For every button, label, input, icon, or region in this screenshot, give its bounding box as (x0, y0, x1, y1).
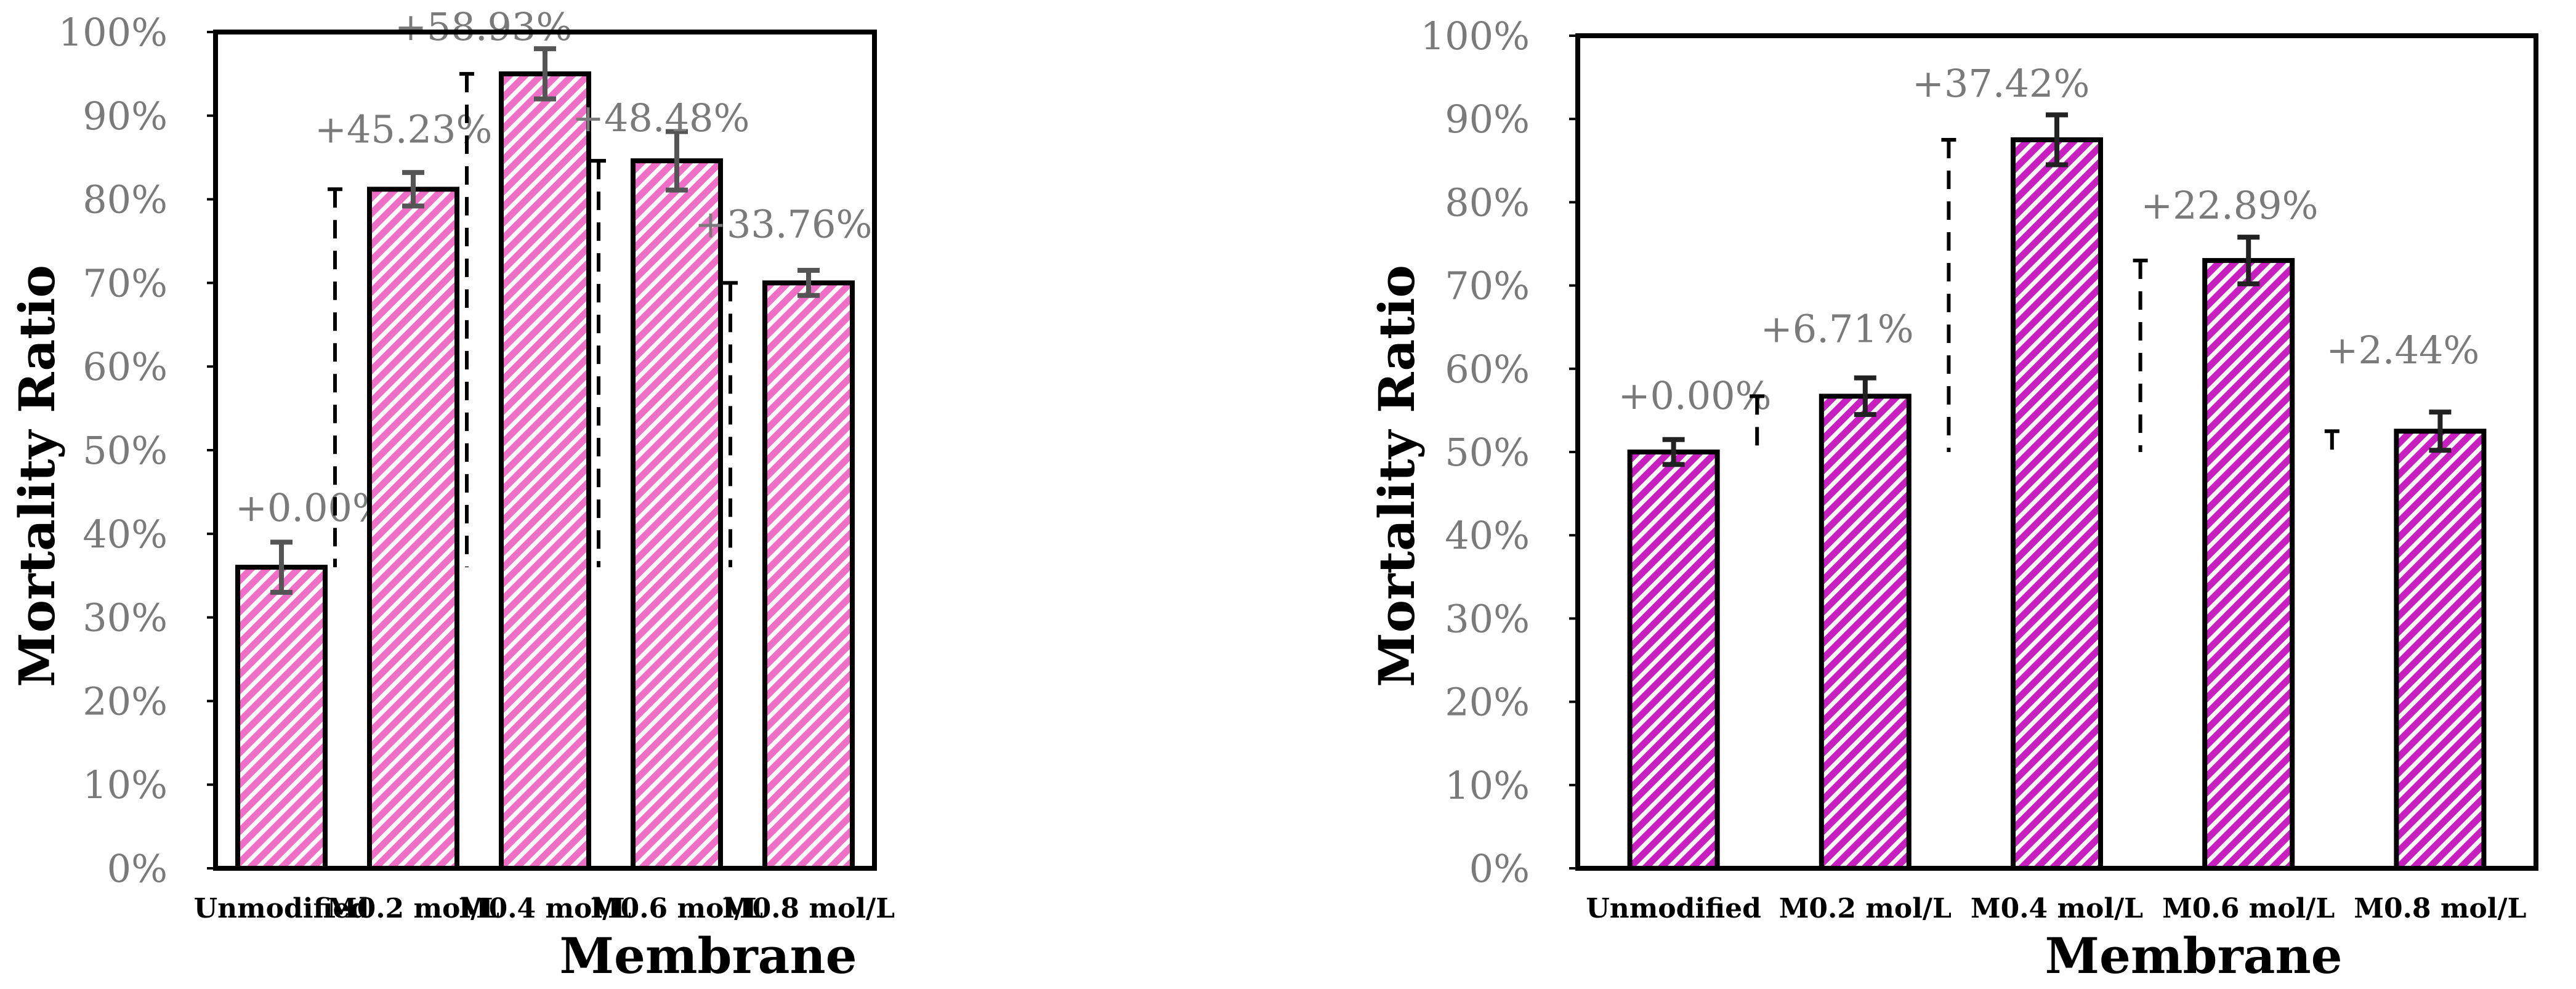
plot-frame (213, 30, 877, 871)
increase-annotation: +0.00% (235, 485, 389, 530)
increase-annotation: +37.42% (1912, 61, 2089, 106)
x-category-label: M0.6 mol/L (2162, 893, 2335, 924)
x-category-label: M0.8 mol/L (2354, 893, 2526, 924)
bar (2394, 429, 2487, 871)
bar (2011, 137, 2103, 871)
y-tick-label: 60% (1445, 347, 1530, 392)
x-category-label: M0.8 mol/L (722, 893, 895, 924)
x-category-label: Unmodified (1586, 893, 1761, 924)
x-axis-title: Membrane (2045, 927, 2342, 985)
x-category-label: Unmodified (194, 893, 369, 924)
increase-annotation: +58.93% (395, 4, 572, 49)
y-tick-label: 100% (59, 10, 168, 55)
y-tick-label: 20% (83, 679, 168, 724)
y-tick-label: 40% (83, 512, 168, 557)
y-tick-label: 90% (83, 94, 168, 139)
bar (631, 158, 723, 871)
y-tick-label: 50% (83, 428, 168, 473)
x-category-label: M0.2 mol/L (1779, 893, 1952, 924)
y-axis-title: Mortality Ratio (8, 265, 66, 687)
bar (1819, 394, 1912, 871)
y-tick-label: 100% (1421, 14, 1530, 59)
plot-frame (1575, 33, 2538, 871)
y-tick-label: 0% (1469, 846, 1530, 891)
x-category-label: M0.4 mol/L (459, 893, 631, 924)
y-tick-label: 20% (1445, 680, 1530, 725)
bar (499, 71, 591, 871)
right-chart-panel: 0% 10% 20% 30% 40% 50% 60% 70% 80% 90% 100% +0.00% U… (1368, 14, 2538, 985)
y-tick-label: 80% (1445, 180, 1530, 225)
increase-annotation: +2.44% (2326, 328, 2479, 373)
y-tick-label: 50% (1445, 430, 1530, 475)
y-tick-label: 90% (1445, 97, 1530, 142)
increase-annotation: +33.76% (695, 201, 872, 246)
bar (2202, 258, 2295, 871)
bar (235, 565, 328, 871)
y-tick-label: 70% (83, 260, 168, 305)
y-tick-label: 40% (1445, 513, 1530, 558)
y-tick-label: 80% (83, 177, 168, 222)
increase-annotation: +6.71% (1761, 306, 1914, 351)
increase-annotation: +48.48% (572, 95, 749, 140)
y-tick-label: 0% (107, 846, 168, 891)
bar (367, 187, 459, 871)
y-tick-label: 60% (83, 344, 168, 389)
bar (1627, 450, 1720, 871)
y-tick-label: 10% (83, 762, 168, 807)
x-axis-title: Membrane (559, 927, 857, 985)
x-category-label: M0.6 mol/L (591, 893, 763, 924)
increase-annotation: +0.00% (1618, 373, 1772, 418)
increase-annotation: +45.23% (315, 107, 492, 151)
x-category-label: M0.4 mol/L (1971, 893, 2143, 924)
x-category-label: M0.2 mol/L (327, 893, 499, 924)
bar (762, 280, 855, 871)
left-chart-panel: 0% 10% 20% 30% 40% 50% 60% 70% 80% 90% 100% +0.00% U… (8, 4, 895, 985)
y-tick-label: 30% (1445, 596, 1530, 641)
y-tick-label: 10% (1445, 763, 1530, 808)
y-axis-title: Mortality Ratio (1368, 265, 1426, 687)
y-tick-label: 30% (83, 595, 168, 640)
increase-annotation: +22.89% (2141, 183, 2318, 228)
y-tick-label: 70% (1445, 264, 1530, 309)
